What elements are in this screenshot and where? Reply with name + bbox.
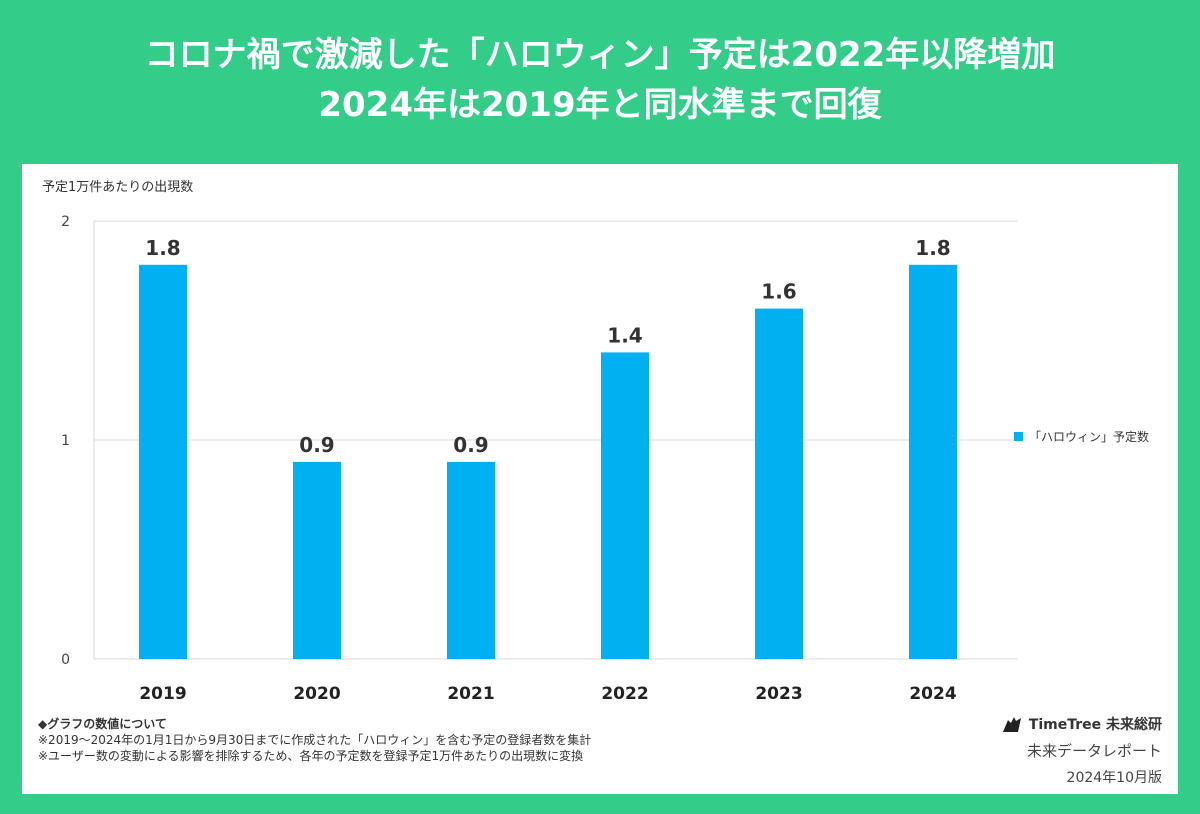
y-tick-label: 0 [61,652,70,668]
brand-date: 2024年10月版 [1066,770,1162,786]
data-label: 0.9 [453,433,488,457]
bar [755,308,803,659]
title-line-1: コロナ禍で激減した「ハロウィン」予定は2022年以降増加 [144,35,1056,75]
bar [293,461,341,659]
legend: 「ハロウィン」予定数 [1014,428,1149,445]
page-title: コロナ禍で激減した「ハロウィン」予定は2022年以降増加 2024年は2019年… [0,30,1200,130]
title-line-2: 2024年は2019年と同水準まで回復 [318,85,882,125]
x-tick-label: 2023 [755,684,802,704]
data-label: 1.8 [145,236,180,260]
x-tick-label: 2022 [601,684,648,704]
data-label: 0.9 [299,433,334,457]
notes-line-2: ※ユーザー数の変動による影響を排除するため、各年の予定数を登録予定1万件あたりの… [38,749,584,763]
bar [139,264,187,659]
y-axis-title: 予定1万件あたりの出現数 [42,180,194,195]
legend-swatch [1014,432,1023,441]
bar-chart: 0 1 2 1.8 2019 0.9 2020 0.9 2021 1.4 2022 1.6 2023 1.… [61,214,1018,704]
bar [909,264,957,659]
x-tick-label: 2024 [909,684,956,704]
brand-block: TimeTree 未来総研 未来データレポート 2024年10月版 [1001,714,1162,787]
notes-heading: ◆グラフの数値について [38,717,167,731]
brand-name: TimeTree 未来総研 [1028,717,1162,733]
data-label: 1.4 [607,323,642,347]
bar [447,461,495,659]
chart-panel: 予定1万件あたりの出現数 0 1 2 1.8 2019 0.9 2020 0.9 2021 1.4… [22,164,1178,794]
legend-label: 「ハロウィン」予定数 [1029,430,1150,444]
notes: ◆グラフの数値について ※2019～2024年の1月1日から9月30日までに作成… [38,716,591,764]
data-label: 1.6 [761,280,796,304]
brand-line: TimeTree 未来総研 [1001,714,1162,734]
brand-subtitle: 未来データレポート [1026,742,1162,760]
bar [601,352,649,659]
y-tick-label: 1 [61,433,70,449]
timetree-logo-icon [1002,717,1021,732]
x-tick-label: 2020 [293,684,340,704]
notes-line-1: ※2019～2024年の1月1日から9月30日までに作成された「ハロウィン」を含… [38,733,592,747]
y-tick-label: 2 [61,214,70,230]
x-tick-label: 2019 [139,684,186,704]
x-tick-label: 2021 [447,684,494,704]
data-label: 1.8 [915,236,950,260]
